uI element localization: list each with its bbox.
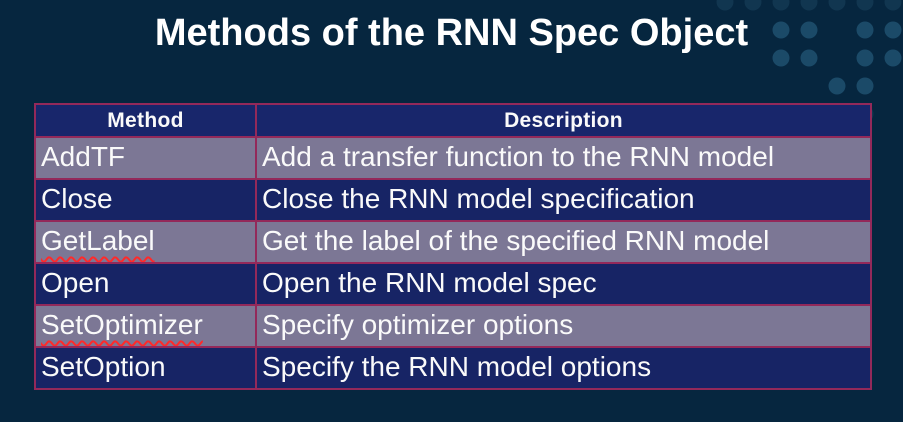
page-title: Methods of the RNN Spec Object <box>0 10 903 58</box>
method-name: SetOptimizer <box>41 309 203 340</box>
method-name: AddTF <box>41 141 125 172</box>
decorative-dot <box>801 0 818 11</box>
method-cell: GetLabel <box>35 221 256 263</box>
column-header-method: Method <box>35 104 256 137</box>
table-row: SetOptimizer Specify optimizer options <box>35 305 871 347</box>
slide-canvas: Methods of the RNN Spec Object Method De… <box>0 0 903 422</box>
table-header: Method Description <box>35 104 871 137</box>
method-cell: Open <box>35 263 256 305</box>
decorative-dot <box>829 0 846 11</box>
method-cell: SetOptimizer <box>35 305 256 347</box>
table-row: SetOption Specify the RNN model options <box>35 347 871 389</box>
table-row: AddTF Add a transfer function to the RNN… <box>35 137 871 179</box>
description-cell: Open the RNN model spec <box>256 263 871 305</box>
method-cell: AddTF <box>35 137 256 179</box>
method-description: Add a transfer function to the RNN model <box>262 141 774 172</box>
description-cell: Specify optimizer options <box>256 305 871 347</box>
method-name: SetOption <box>41 351 166 382</box>
description-cell: Add a transfer function to the RNN model <box>256 137 871 179</box>
methods-table: Method Description AddTF Add a transfer … <box>34 103 872 390</box>
header-row: Method Description <box>35 104 871 137</box>
table-row: GetLabel Get the label of the specified … <box>35 221 871 263</box>
method-description: Specify the RNN model options <box>262 351 651 382</box>
decorative-dot <box>745 0 762 11</box>
table-body: AddTF Add a transfer function to the RNN… <box>35 137 871 389</box>
description-cell: Get the label of the specified RNN model <box>256 221 871 263</box>
table-row: Open Open the RNN model spec <box>35 263 871 305</box>
method-cell: Close <box>35 179 256 221</box>
method-description: Specify optimizer options <box>262 309 573 340</box>
method-name: Close <box>41 183 113 214</box>
method-description: Open the RNN model spec <box>262 267 597 298</box>
method-name: GetLabel <box>41 225 155 256</box>
description-cell: Specify the RNN model options <box>256 347 871 389</box>
decorative-dot <box>857 0 874 11</box>
method-cell: SetOption <box>35 347 256 389</box>
method-name: Open <box>41 267 110 298</box>
decorative-dot <box>885 0 902 11</box>
table-row: Close Close the RNN model specification <box>35 179 871 221</box>
column-header-description: Description <box>256 104 871 137</box>
decorative-dot <box>857 78 874 95</box>
method-description: Close the RNN model specification <box>262 183 695 214</box>
decorative-dot <box>717 0 734 11</box>
description-cell: Close the RNN model specification <box>256 179 871 221</box>
decorative-dot <box>773 0 790 11</box>
decorative-dot <box>829 78 846 95</box>
method-description: Get the label of the specified RNN model <box>262 225 769 256</box>
